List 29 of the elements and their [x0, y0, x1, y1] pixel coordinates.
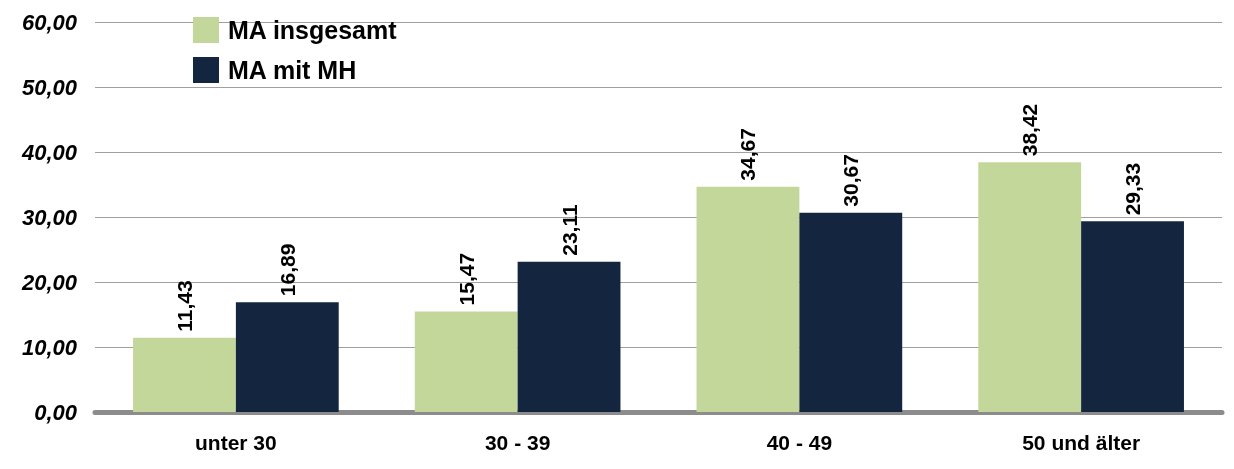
- bar: [696, 186, 800, 412]
- y-tick-label: 50,00: [21, 74, 78, 100]
- bar: [978, 162, 1082, 412]
- data-label: 29,33: [1121, 162, 1145, 216]
- data-label: 15,47: [454, 252, 478, 306]
- x-tick-label: unter 30: [195, 431, 277, 454]
- legend-label: MA mit MH: [228, 56, 357, 84]
- y-tick-label: 60,00: [21, 9, 78, 35]
- bar: [133, 337, 236, 412]
- legend-label: MA insgesamt: [228, 16, 398, 44]
- data-label: 11,43: [172, 280, 196, 332]
- data-label: 30,67: [839, 154, 863, 207]
- bar: [235, 302, 339, 412]
- y-tick-label: 30,00: [21, 204, 78, 230]
- bar: [517, 261, 621, 412]
- bar: [1081, 221, 1184, 412]
- y-tick-label: 40,00: [20, 139, 78, 165]
- data-label: 16,89: [275, 243, 299, 297]
- x-tick-label: 30 - 39: [484, 431, 551, 454]
- data-label: 34,67: [736, 128, 760, 181]
- x-tick-label: 40 - 49: [766, 431, 833, 454]
- bar: [799, 212, 903, 412]
- y-tick-label: 20,00: [20, 269, 78, 295]
- y-tick-label: 0,00: [34, 399, 78, 425]
- bar: [414, 311, 518, 412]
- x-tick-label: 50 und älter: [1022, 431, 1141, 454]
- data-label: 38,42: [1018, 103, 1042, 157]
- data-label: 23,11: [557, 204, 581, 256]
- y-tick-label: 10,00: [21, 334, 78, 360]
